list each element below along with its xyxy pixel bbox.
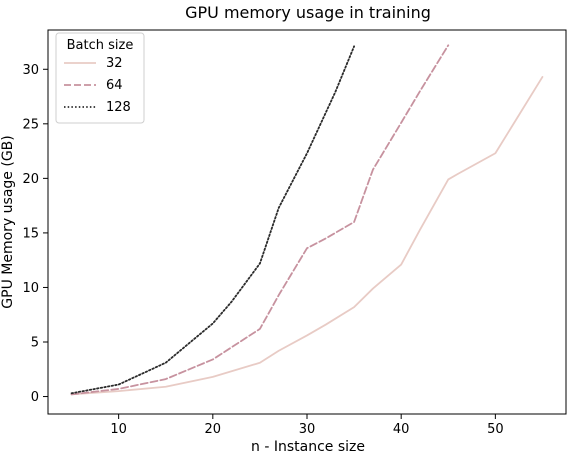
legend: Batch size 32 64 128 xyxy=(55,32,145,124)
y-tick-label: 20 xyxy=(22,172,39,187)
y-tick-label: 25 xyxy=(22,117,39,132)
x-tick-label: 20 xyxy=(205,422,222,437)
data-series-group xyxy=(70,44,544,396)
y-tick-label: 10 xyxy=(22,281,39,296)
series-line-128 xyxy=(70,45,355,395)
legend-title: Batch size xyxy=(67,38,134,53)
x-axis-ticks: 10 20 30 40 50 xyxy=(110,414,504,437)
series-line-64 xyxy=(70,44,450,396)
x-axis-label: n - Instance size xyxy=(251,439,365,454)
x-tick-label: 50 xyxy=(487,422,504,437)
x-tick-label: 40 xyxy=(393,422,410,437)
legend-label-64: 64 xyxy=(106,78,123,93)
y-tick-label: 15 xyxy=(22,226,39,241)
y-axis-ticks: 0 5 10 15 20 25 30 xyxy=(22,63,48,405)
y-axis-label: GPU Memory usage (GB) xyxy=(0,135,16,308)
x-tick-label: 30 xyxy=(299,422,316,437)
legend-items: 32 64 128 xyxy=(64,56,131,115)
legend-label-128: 128 xyxy=(106,100,131,115)
y-tick-label: 5 xyxy=(31,336,39,351)
legend-box xyxy=(55,32,145,124)
y-tick-label: 30 xyxy=(22,63,39,78)
x-tick-label: 10 xyxy=(110,422,127,437)
legend-label-32: 32 xyxy=(106,56,123,71)
y-tick-label: 0 xyxy=(31,390,39,405)
series-line-32 xyxy=(70,76,544,396)
chart-title: GPU memory usage in training xyxy=(185,3,431,22)
